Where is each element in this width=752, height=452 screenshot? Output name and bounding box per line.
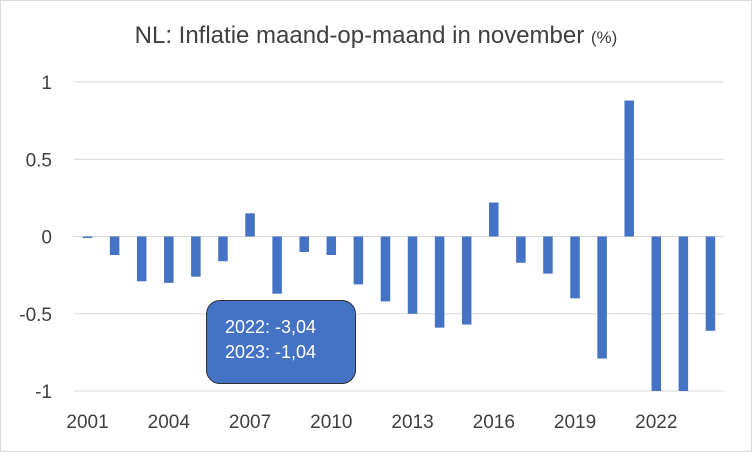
- bar-2003: [136, 236, 147, 282]
- y-tick-label: 0: [41, 228, 52, 249]
- bar-2021: [624, 100, 634, 237]
- x-tick-label: 2019: [554, 412, 596, 433]
- bar-2023: [678, 236, 689, 391]
- x-axis-labels: 2001 2004 2007 2010 2013 2016 2019 2022: [66, 412, 677, 433]
- x-tick-label: 2001: [66, 412, 108, 433]
- chart-title-text: NL: Inflatie maand-op-maand in november: [134, 22, 585, 49]
- x-tick-label: 2022: [635, 412, 677, 433]
- bar-2022: [651, 236, 662, 391]
- x-tick-label: 2010: [310, 412, 352, 433]
- bar-2005: [191, 236, 201, 277]
- bar-2007: [245, 213, 255, 237]
- bar-2001: [82, 236, 93, 239]
- bar-2002: [109, 236, 120, 256]
- bar-2006: [218, 236, 228, 262]
- annotation-line-2: 2023: -1,04: [225, 342, 317, 362]
- chart-title: NL: Inflatie maand-op-maand in november …: [0, 22, 752, 50]
- bar-2014: [434, 236, 445, 328]
- bar-2009: [299, 236, 309, 252]
- bar-2004: [164, 236, 174, 283]
- y-axis-labels: 1 0.5 0 -0.5 -1: [19, 73, 52, 403]
- x-tick-label: 2004: [148, 412, 191, 433]
- annotation-box: 2022: -3,04 2023: -1,04: [206, 300, 356, 384]
- bar-2008: [272, 236, 282, 294]
- bar-2013: [407, 236, 418, 314]
- gridlines: [74, 81, 724, 392]
- bars: [82, 100, 716, 391]
- bar-2017: [516, 236, 526, 263]
- bar-2020: [597, 236, 607, 359]
- bar-2024: [705, 236, 716, 331]
- x-tick-label: 2007: [229, 412, 271, 433]
- bar-2011: [353, 236, 364, 285]
- bar-2016: [489, 202, 499, 237]
- x-tick-label: 2013: [391, 412, 433, 433]
- chart-title-unit: (%): [590, 28, 618, 47]
- y-tick-label: 0.5: [26, 150, 52, 171]
- bar-2010: [326, 236, 337, 256]
- bar-2019: [570, 236, 580, 299]
- x-tick-label: 2016: [473, 412, 515, 433]
- y-tick-label: -1: [35, 382, 52, 403]
- y-tick-label: -0.5: [19, 305, 52, 326]
- y-tick-label: 1: [41, 73, 52, 94]
- bar-2012: [380, 236, 391, 302]
- bar-2015: [461, 236, 472, 325]
- bar-2018: [543, 236, 553, 274]
- annotation-line-1: 2022: -3,04: [225, 317, 317, 337]
